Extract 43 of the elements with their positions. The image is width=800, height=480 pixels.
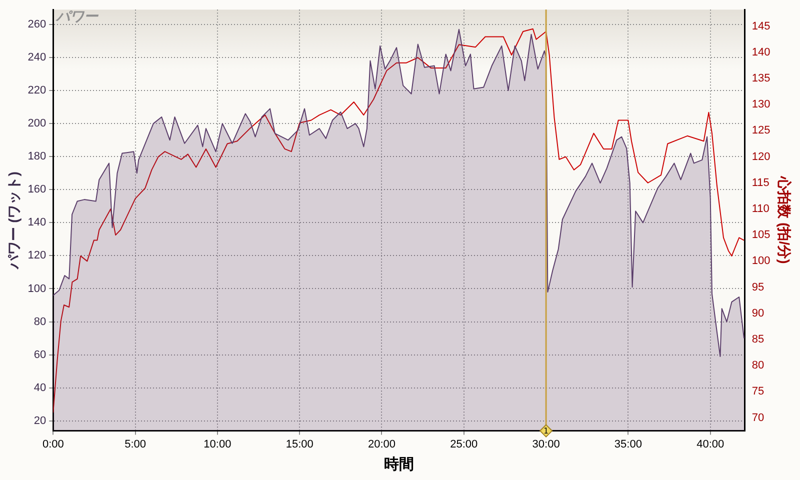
y-tick-label: 180: [28, 150, 46, 163]
y-tick-label: 20: [34, 414, 46, 427]
y-tick-label: 120: [28, 250, 46, 262]
y2-tick-label: 140: [752, 46, 770, 58]
y2-tick-label: 130: [752, 98, 770, 111]
y2-tick-label: 115: [752, 176, 770, 189]
y-tick-label: 100: [28, 282, 46, 295]
y2-tick-label: 90: [752, 307, 764, 320]
x-tick-label: 35:00: [614, 438, 642, 450]
y-tick-label: 200: [28, 118, 46, 130]
y2-tick-label: 85: [752, 333, 764, 346]
chart-title: パワー: [55, 9, 100, 26]
y2-tick-label: 105: [752, 229, 770, 242]
y2-axis-title: 心拍数 (拍/分): [776, 176, 793, 264]
y2-tick-label: 100: [752, 255, 770, 268]
y2-tick-label: 135: [752, 72, 770, 85]
y2-tick-label: 95: [752, 281, 764, 294]
x-tick-label: 0:00: [42, 438, 64, 450]
y-tick-label: 80: [34, 316, 46, 328]
x-tick-label: 5:00: [124, 438, 146, 450]
annotation: 1: [544, 426, 549, 436]
x-tick-label: 15:00: [286, 438, 314, 450]
y-tick-label: 220: [28, 84, 46, 97]
y-tick-label: 140: [28, 216, 46, 229]
y2-tick-label: 125: [752, 124, 770, 137]
y-tick-label: 60: [34, 348, 46, 361]
x-tick-label: 25:00: [450, 438, 478, 450]
y2-tick-label: 80: [752, 360, 764, 372]
y-axis-title: パワー (ワット): [5, 172, 22, 270]
y-tick-label: 240: [28, 52, 46, 64]
x-axis-title: 時間: [384, 456, 414, 474]
x-tick-label: 10:00: [204, 438, 232, 450]
y2-tick-label: 75: [752, 386, 764, 398]
x-tick-label: 40:00: [696, 438, 724, 450]
y-tick-label: 260: [28, 18, 46, 30]
y2-tick-label: 145: [752, 20, 770, 32]
x-tick-label: 20:00: [368, 438, 396, 450]
y-tick-label: 160: [28, 184, 46, 196]
y2-tick-label: 110: [752, 203, 770, 216]
y2-tick-label: 120: [752, 150, 770, 163]
x-tick-label: 30:00: [532, 438, 560, 450]
y2-tick-label: 70: [752, 412, 764, 424]
y-tick-label: 40: [34, 382, 46, 394]
